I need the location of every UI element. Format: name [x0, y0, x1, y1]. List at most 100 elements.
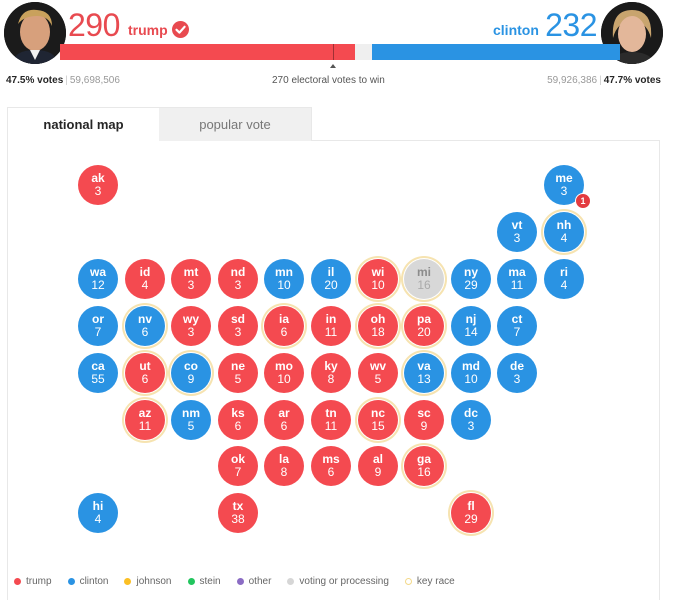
state-tile-in[interactable]: in 11	[311, 306, 351, 346]
state-electoral-votes: 6	[327, 465, 335, 479]
state-tile-ks[interactable]: ks 6	[218, 400, 258, 440]
state-abbr: mn	[275, 265, 293, 279]
trump-popular-pct: 47.5% votes	[6, 75, 64, 86]
state-abbr: ny	[463, 265, 478, 279]
state-electoral-votes: 8	[327, 372, 335, 386]
state-tile-ma[interactable]: ma 11	[497, 259, 537, 299]
state-tile-fl[interactable]: fl 29	[451, 493, 491, 533]
state-tile-mi[interactable]: mi 16	[404, 259, 444, 299]
state-abbr: ct	[511, 312, 523, 326]
state-tile-nd[interactable]: nd 3	[218, 259, 258, 299]
state-abbr: tx	[232, 499, 244, 513]
state-tile-ak[interactable]: ak 3	[78, 165, 118, 205]
clinton-popular-pct: 47.7% votes	[603, 75, 661, 86]
state-tile-ar[interactable]: ar 6	[264, 400, 304, 440]
split-vote-badge: 1	[575, 193, 591, 209]
state-tile-wi[interactable]: wi 10	[358, 259, 398, 299]
state-tile-co[interactable]: co 9	[171, 353, 211, 393]
state-electoral-votes: 9	[420, 419, 428, 433]
trump-portrait-icon	[4, 2, 66, 64]
state-tile-mo[interactable]: mo 10	[264, 353, 304, 393]
tab-popular-vote[interactable]: popular vote	[159, 107, 312, 141]
state-tile-tx[interactable]: tx 38	[218, 493, 258, 533]
state-tile-or[interactable]: or 7	[78, 306, 118, 346]
threshold-label: 270 electoral votes to win	[272, 75, 385, 86]
state-tile-va[interactable]: va 13	[404, 353, 444, 393]
clinton-electoral-count: 232	[545, 7, 597, 43]
state-tile-md[interactable]: md 10	[451, 353, 491, 393]
legend-item-johnson: johnson	[124, 576, 172, 587]
state-abbr: or	[92, 312, 104, 326]
state-abbr: me	[555, 171, 573, 185]
state-tile-ky[interactable]: ky 8	[311, 353, 351, 393]
state-abbr: sc	[417, 406, 431, 420]
state-tile-ny[interactable]: ny 29	[451, 259, 491, 299]
state-tile-az[interactable]: az 11	[125, 400, 165, 440]
state-tile-mn[interactable]: mn 10	[264, 259, 304, 299]
map-panel	[7, 140, 509, 600]
state-tile-nj[interactable]: nj 14	[451, 306, 491, 346]
state-electoral-votes: 6	[280, 325, 288, 339]
state-tile-ne[interactable]: ne 5	[218, 353, 258, 393]
trump-popular-vote: 47.5% votes | 59,698,506	[6, 75, 120, 86]
state-tile-pa[interactable]: pa 20	[404, 306, 444, 346]
state-electoral-votes: 4	[560, 231, 568, 245]
state-tile-mt[interactable]: mt 3	[171, 259, 211, 299]
trump-electoral-bar	[60, 44, 355, 60]
state-abbr: de	[509, 359, 524, 373]
state-tile-nv[interactable]: nv 6	[125, 306, 165, 346]
state-tile-ca[interactable]: ca 55	[78, 353, 118, 393]
state-abbr: nv	[137, 312, 152, 326]
state-tile-ia[interactable]: ia 6	[264, 306, 304, 346]
state-tile-ms[interactable]: ms 6	[311, 446, 351, 486]
stein-dot-icon	[187, 578, 195, 585]
trump-electoral-count: 290	[68, 7, 120, 43]
legend-item-other: other	[236, 576, 271, 587]
state-tile-me[interactable]: me 3 1	[544, 165, 591, 209]
state-tile-nc[interactable]: nc 15	[358, 400, 398, 440]
clinton-avatar	[601, 2, 663, 64]
state-tile-ok[interactable]: ok 7	[218, 446, 258, 486]
state-electoral-votes: 11	[324, 419, 338, 433]
state-tile-nm[interactable]: nm 5	[171, 400, 211, 440]
state-tile-de[interactable]: de 3	[497, 353, 537, 393]
state-abbr: la	[278, 452, 289, 466]
state-electoral-votes: 9	[374, 465, 382, 479]
threshold-arrow-icon	[330, 64, 336, 68]
state-tile-sc[interactable]: sc 9	[404, 400, 444, 440]
state-tile-tn[interactable]: tn 11	[311, 400, 351, 440]
clinton-portrait-icon	[601, 2, 663, 64]
state-tile-il[interactable]: il 20	[311, 259, 351, 299]
state-tile-nh[interactable]: nh 4	[544, 212, 584, 252]
state-abbr: ca	[91, 359, 105, 373]
state-electoral-votes: 4	[141, 278, 149, 292]
state-tile-al[interactable]: al 9	[358, 446, 398, 486]
state-electoral-votes: 10	[464, 372, 478, 386]
state-tile-ri[interactable]: ri 4	[544, 259, 584, 299]
state-tile-id[interactable]: id 4	[125, 259, 165, 299]
state-abbr: mo	[275, 359, 293, 373]
state-tile-oh[interactable]: oh 18	[358, 306, 398, 346]
tab-national-map[interactable]: national map	[7, 107, 159, 141]
state-abbr: ks	[231, 406, 245, 420]
state-tile-ut[interactable]: ut 6	[125, 353, 165, 393]
state-electoral-votes: 6	[141, 372, 149, 386]
state-tile-vt[interactable]: vt 3	[497, 212, 537, 252]
state-tile-ct[interactable]: ct 7	[497, 306, 537, 346]
state-electoral-votes: 3	[94, 184, 102, 198]
state-tile-ga[interactable]: ga 16	[404, 446, 444, 486]
johnson-dot-icon	[124, 578, 132, 585]
state-electoral-votes: 5	[234, 372, 242, 386]
state-tile-wy[interactable]: wy 3	[171, 306, 211, 346]
other-dot-icon	[236, 578, 244, 585]
trump-name: trump	[128, 22, 168, 38]
state-tile-wa[interactable]: wa 12	[78, 259, 118, 299]
state-electoral-votes: 5	[187, 419, 195, 433]
state-tile-wv[interactable]: wv 5	[358, 353, 398, 393]
state-electoral-votes: 7	[513, 325, 521, 339]
state-electoral-votes: 15	[371, 419, 385, 433]
state-tile-dc[interactable]: dc 3	[451, 400, 491, 440]
state-tile-sd[interactable]: sd 3	[218, 306, 258, 346]
state-tile-hi[interactable]: hi 4	[78, 493, 118, 533]
state-tile-la[interactable]: la 8	[264, 446, 304, 486]
